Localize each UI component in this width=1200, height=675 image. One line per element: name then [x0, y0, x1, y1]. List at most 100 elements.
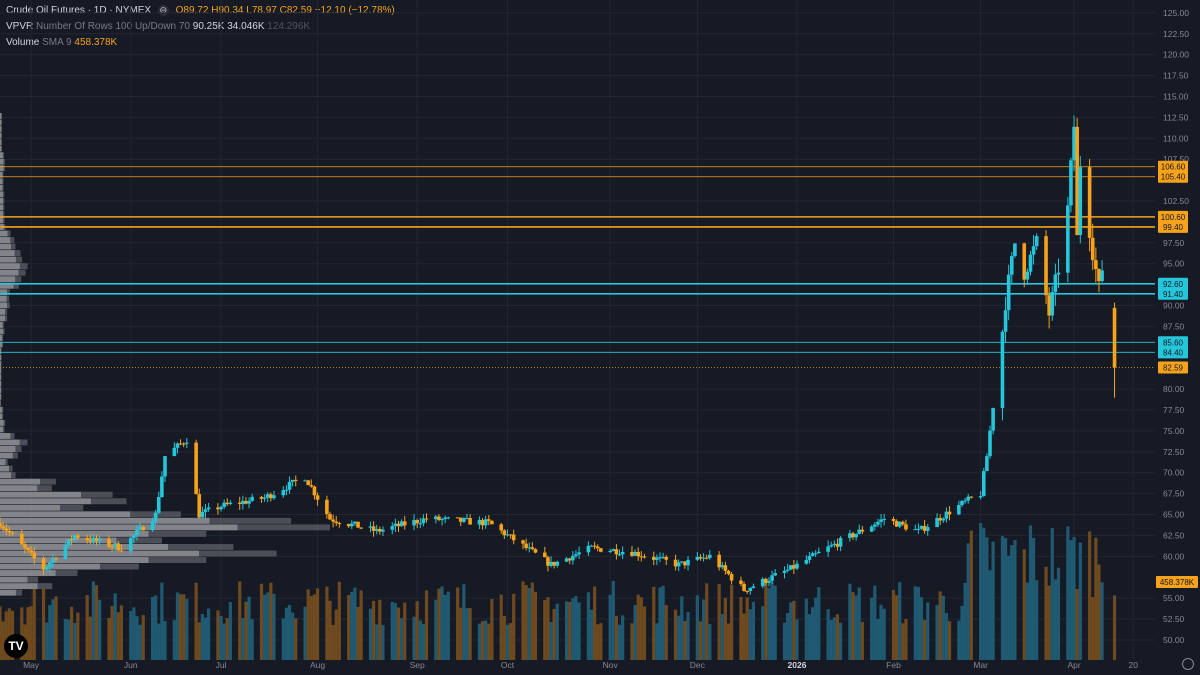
- vpvr-row-up: [1, 126, 2, 132]
- level-tag: 84.40: [1163, 348, 1184, 357]
- ohlc-open: 89.72: [183, 5, 209, 17]
- candle-body: [107, 538, 111, 547]
- candle-body: [153, 512, 158, 522]
- vpvr-row-down: [0, 374, 2, 381]
- volume-bar: [216, 610, 220, 660]
- candle-body: [51, 558, 55, 563]
- vpvr-row-up: [1, 139, 2, 146]
- candle-body: [66, 539, 71, 546]
- candle-body: [76, 535, 80, 538]
- symbol-title[interactable]: Crude Oil Futures · 1D · NYMEX: [6, 5, 152, 17]
- price-tick-label: 72.50: [1163, 447, 1185, 457]
- vpvr-row-up: [148, 557, 207, 563]
- price-tick-label: 110.00: [1163, 133, 1189, 143]
- volume-bar: [182, 594, 186, 660]
- time-tick-label: Feb: [886, 660, 901, 670]
- candle-body: [138, 526, 142, 530]
- time-tick-label: Aug: [310, 660, 325, 670]
- candle-body: [723, 565, 728, 571]
- candle-body: [250, 496, 254, 501]
- candle-body: [792, 565, 796, 569]
- hide-series-icon[interactable]: ⊝: [157, 5, 169, 16]
- candle-body: [1022, 243, 1027, 280]
- candle-body: [720, 565, 725, 568]
- volume-bar: [1091, 596, 1095, 660]
- candle-body: [838, 537, 843, 547]
- volume-bar: [857, 587, 861, 660]
- volume-bar: [1112, 595, 1117, 660]
- level-tag: 92.60: [1163, 280, 1184, 289]
- candle-body: [919, 525, 924, 529]
- time-tick-label: Oct: [501, 660, 515, 670]
- candle-body: [851, 533, 855, 538]
- settings-icon[interactable]: [1182, 658, 1194, 670]
- price-tick-label: 95.00: [1163, 259, 1185, 269]
- candle-body: [197, 494, 202, 518]
- time-axis-bg: [0, 660, 1200, 675]
- candle-body: [527, 547, 532, 549]
- candle-body: [854, 533, 858, 538]
- price-tick-label: 117.50: [1163, 71, 1189, 81]
- volume-bar: [63, 618, 67, 660]
- vpvr-row-up: [168, 543, 234, 550]
- candle-body: [745, 590, 749, 592]
- volume-bar: [334, 609, 338, 660]
- volume-bar: [661, 585, 665, 660]
- candle-body: [421, 518, 426, 524]
- candle-body: [686, 559, 690, 566]
- volume-bar: [150, 596, 155, 660]
- volume-bar: [876, 619, 880, 660]
- volume-bar: [250, 619, 254, 660]
- candle-body: [244, 500, 248, 504]
- candle-body: [48, 562, 52, 567]
- candle-body: [328, 514, 332, 520]
- vpvr-row-down: [0, 119, 2, 126]
- candle-body: [832, 543, 837, 545]
- volume-bar: [596, 624, 600, 660]
- volume-bar: [870, 597, 874, 660]
- volume-bar: [991, 541, 995, 660]
- candle-body: [633, 551, 637, 556]
- candle-body: [904, 524, 908, 530]
- candle-body: [835, 543, 840, 547]
- candle-body: [378, 528, 382, 532]
- volume-legend[interactable]: Volume SMA 9 458.378K: [6, 37, 117, 48]
- vpvr-row-down: [0, 452, 13, 459]
- vpvr-row-down: [0, 191, 4, 198]
- volume-bar: [1031, 537, 1036, 660]
- volume-bar: [574, 596, 578, 660]
- vpvr-row-up: [2, 171, 4, 178]
- time-tick-label: Sep: [410, 660, 425, 670]
- candle-body: [150, 521, 155, 531]
- volume-bar: [705, 583, 709, 660]
- volume-bar: [720, 614, 724, 660]
- volume-bar: [462, 584, 466, 660]
- vpvr-legend[interactable]: VPVR Number Of Rows 100 Up/Down 70 90.25…: [6, 21, 310, 32]
- price-tick-label: 120.00: [1163, 50, 1189, 60]
- volume-bar: [1053, 579, 1057, 660]
- volume-bar: [935, 604, 939, 660]
- tradingview-logo[interactable]: TV: [4, 634, 28, 658]
- candle-body: [128, 537, 133, 552]
- vpvr-values: 90.25K 34.046K: [192, 21, 265, 32]
- volume-bar: [549, 621, 553, 660]
- volume-bar: [652, 586, 656, 660]
- volume-bar: [480, 621, 485, 660]
- vpvr-row-down: [0, 217, 4, 224]
- vpvr-row-down: [0, 367, 2, 374]
- vpvr-row-down: [0, 139, 2, 146]
- vpvr-row-down: [0, 328, 4, 335]
- price-tick-label: 77.50: [1163, 405, 1185, 415]
- candle-body: [508, 534, 513, 536]
- volume-bar: [325, 586, 329, 660]
- candle-body: [655, 557, 659, 560]
- level-tag: 106.60: [1161, 163, 1186, 172]
- candle-body: [1066, 205, 1070, 273]
- price-tick-label: 122.50: [1163, 29, 1189, 39]
- level-tag-bg: [1158, 220, 1188, 233]
- vpvr-row-down: [0, 152, 3, 159]
- volume-bar: [1028, 525, 1033, 660]
- volume-bar: [611, 580, 615, 660]
- volume-bar: [810, 607, 815, 660]
